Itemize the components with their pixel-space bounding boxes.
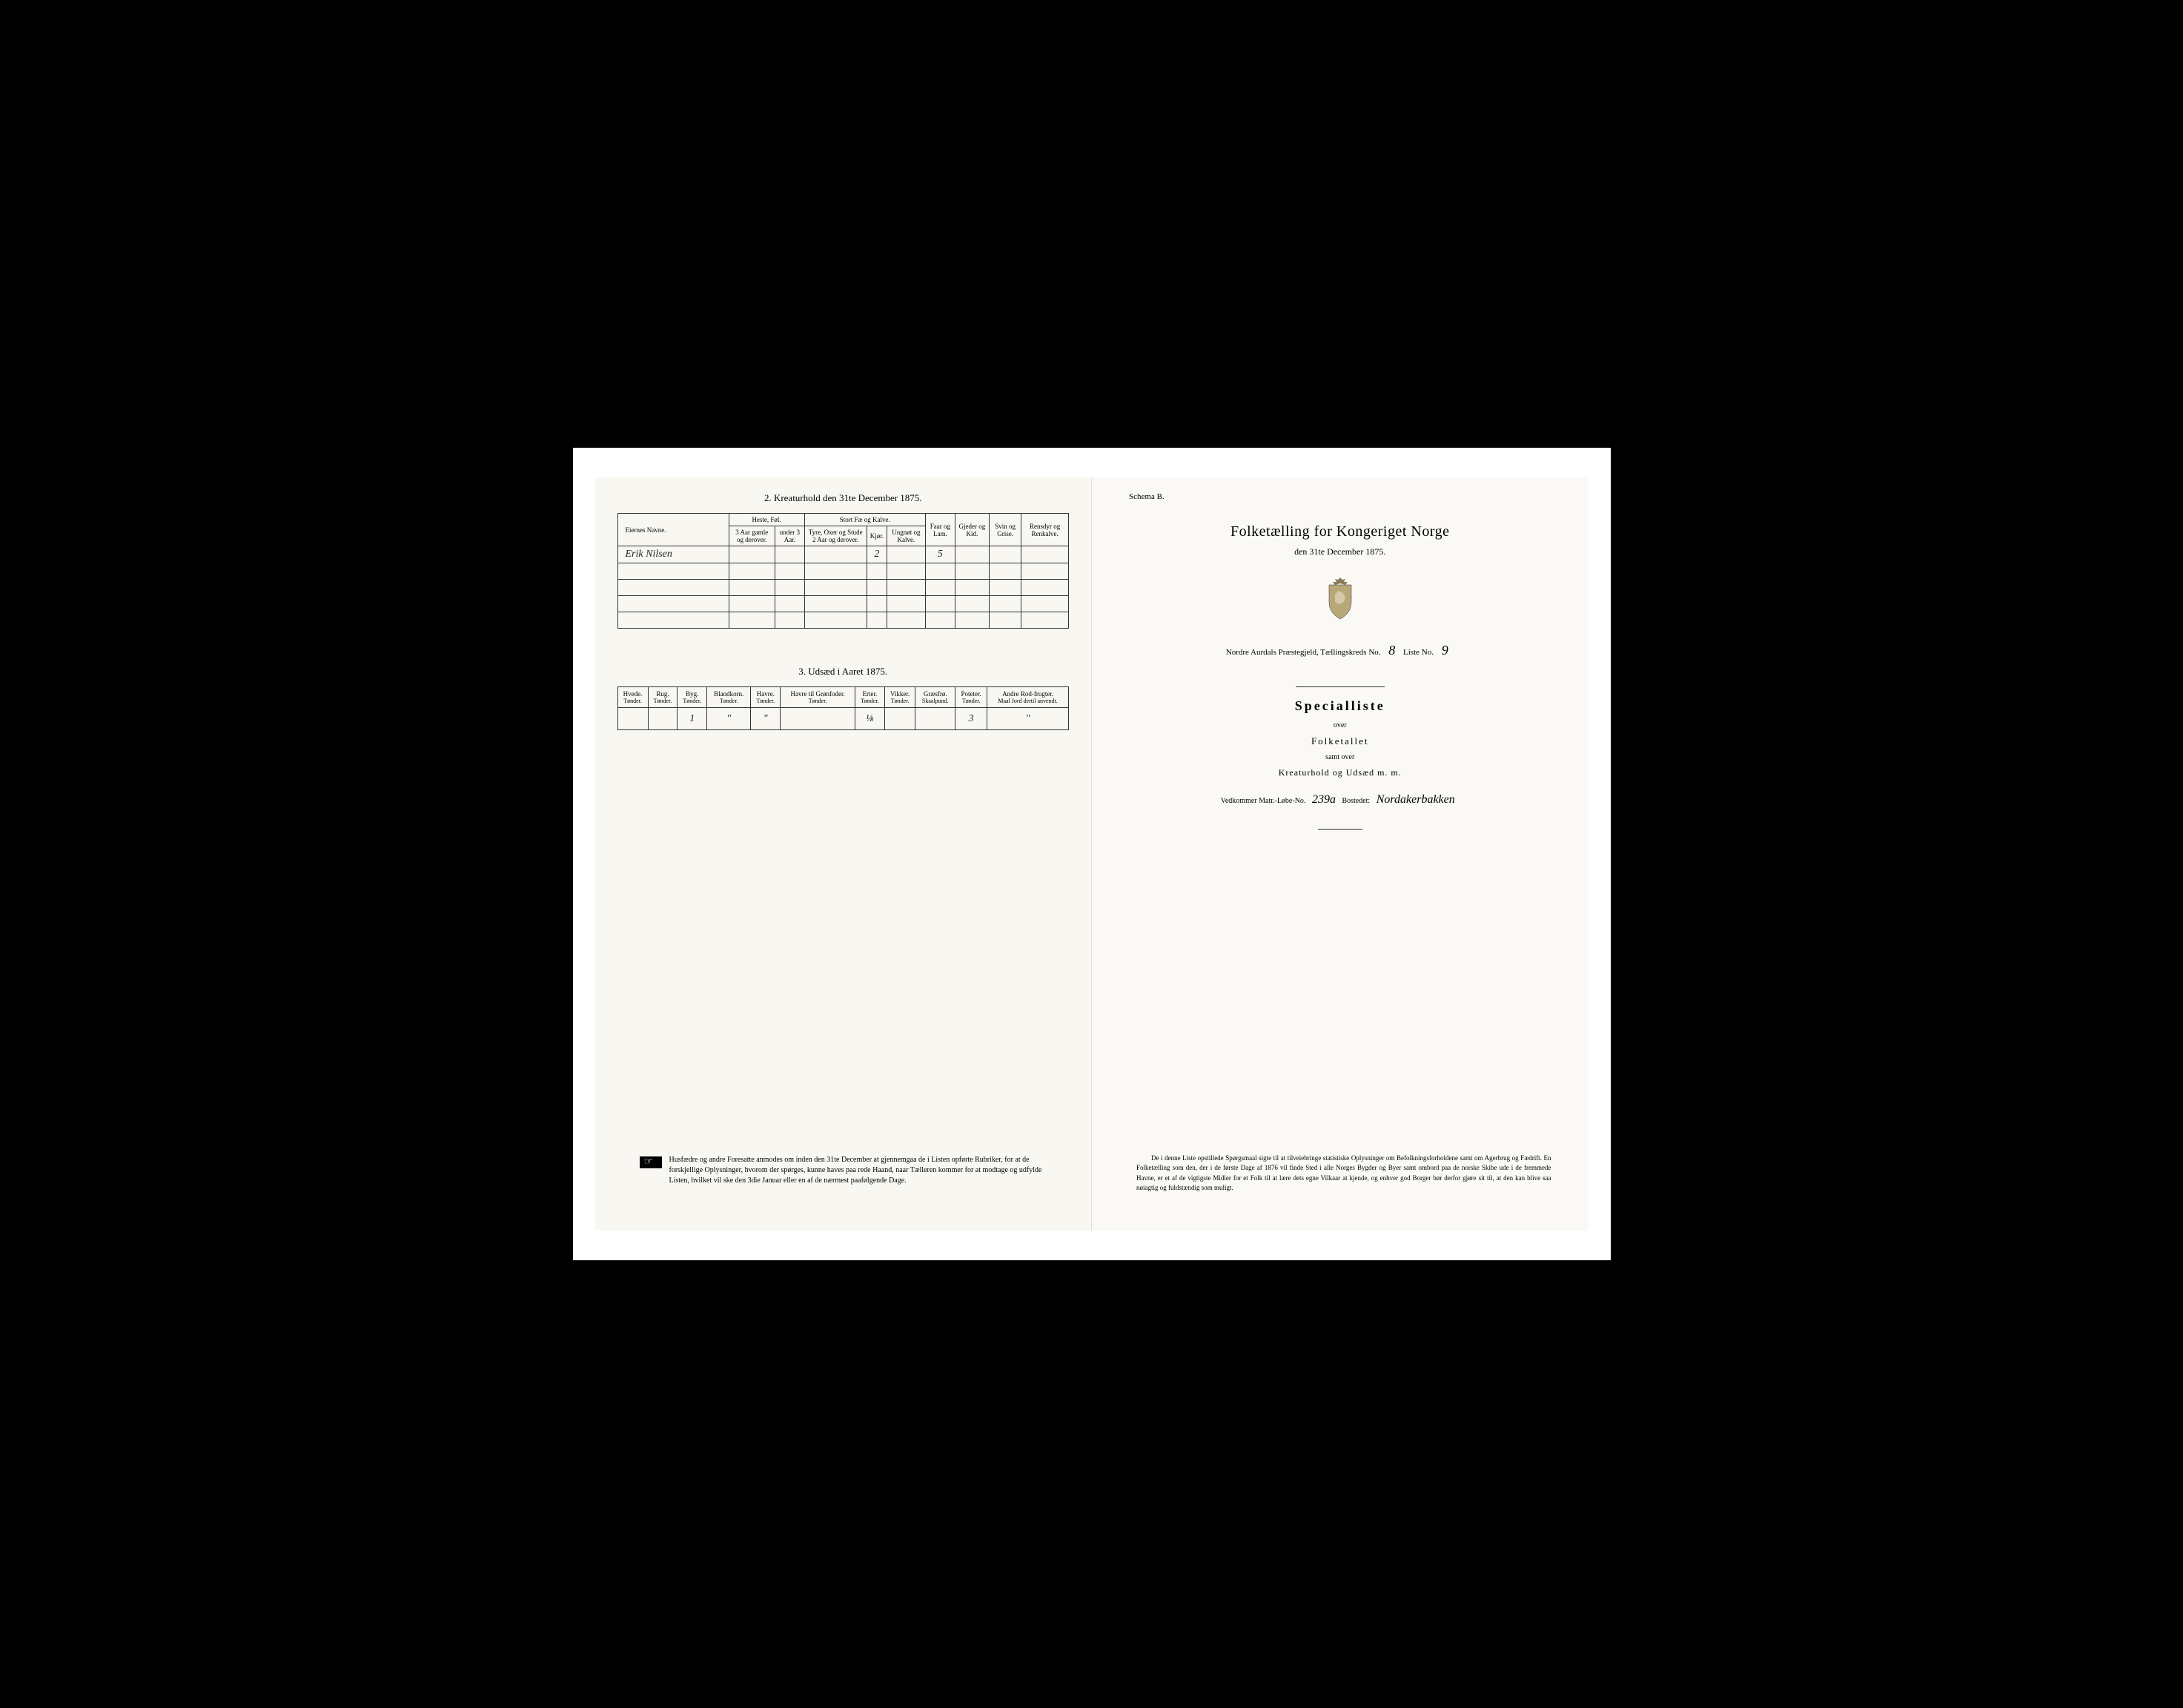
bostedet-label: Bostedet: xyxy=(1342,797,1370,805)
cell-kjor: 2 xyxy=(867,546,887,563)
cell xyxy=(955,546,989,563)
cell-name: Erik Nilsen xyxy=(617,546,729,563)
th-gjeder: Gjeder og Kid. xyxy=(955,514,989,546)
kreds-line: Nordre Aurdals Præstegjeld, Tællingskred… xyxy=(1114,643,1566,664)
th-rensdyr: Rensdyr og Renkalve. xyxy=(1021,514,1069,546)
th-andre: Andre Rod-frugter.Maal Jord dertil anven… xyxy=(987,687,1069,708)
th-svin: Svin og Grise. xyxy=(989,514,1021,546)
th-stort2: Kjør. xyxy=(867,526,887,546)
table-row: Erik Nilsen 2 5 xyxy=(617,546,1069,563)
th-heste1: 3 Aar gamle og derover. xyxy=(729,526,775,546)
cell-faar: 5 xyxy=(925,546,955,563)
footer-text: Husfædre og andre Foresatte anmodes om i… xyxy=(669,1155,1062,1186)
cell xyxy=(648,708,678,730)
main-title: Folketælling for Kongeriget Norge xyxy=(1114,523,1566,540)
matr-no: 239a xyxy=(1312,793,1336,806)
cell xyxy=(989,546,1021,563)
specialliste-title: Specialliste xyxy=(1114,698,1566,714)
th-byg: Byg.Tønder. xyxy=(678,687,707,708)
table-row xyxy=(617,596,1069,612)
folketallet-label: Folketallet xyxy=(1114,735,1566,747)
cell xyxy=(775,546,805,563)
samt-over-label: samt over xyxy=(1114,753,1566,761)
cell-erter: ⅛ xyxy=(855,708,884,730)
pointing-hand-icon xyxy=(640,1156,662,1168)
table-row xyxy=(617,563,1069,580)
divider xyxy=(1296,686,1385,687)
th-stort: Stort Fæ og Kalve. xyxy=(804,514,925,526)
th-poteter: Poteter.Tønder. xyxy=(955,687,987,708)
cell xyxy=(1021,546,1069,563)
cell-byg: 1 xyxy=(678,708,707,730)
cell xyxy=(617,708,648,730)
th-faar: Faar og Lam. xyxy=(925,514,955,546)
section3-title: 3. Udsæd i Aaret 1875. xyxy=(617,666,1070,678)
over-label: over xyxy=(1114,721,1566,729)
main-date: den 31te December 1875. xyxy=(1114,546,1566,557)
th-havregron: Havre til Grønfoder.Tønder. xyxy=(781,687,855,708)
footer-note: Husfædre og andre Foresatte anmodes om i… xyxy=(640,1155,1062,1186)
section2-title: 2. Kreaturhold den 31te December 1875. xyxy=(617,492,1070,504)
bottom-paragraph: De i denne Liste opstillede Spørgsmaal s… xyxy=(1136,1153,1551,1194)
vedkommer-label: Vedkommer Matr.-Løbe-No. xyxy=(1221,797,1306,805)
table-row: 1 " " ⅛ 3 " xyxy=(617,708,1069,730)
document-scan: 2. Kreaturhold den 31te December 1875. E… xyxy=(573,448,1611,1260)
table-row xyxy=(617,612,1069,629)
kreaturhold-label: Kreaturhold og Udsæd m. m. xyxy=(1114,767,1566,778)
cell-blandkorn: " xyxy=(707,708,751,730)
cell xyxy=(884,708,915,730)
cell-havre: " xyxy=(751,708,781,730)
kreds-prefix: Nordre Aurdals Præstegjeld, Tællingskred… xyxy=(1226,648,1381,657)
liste-label: Liste No. xyxy=(1403,648,1434,657)
cell xyxy=(915,708,955,730)
cell xyxy=(804,546,867,563)
th-vikker: Vikker.Tønder. xyxy=(884,687,915,708)
cell xyxy=(781,708,855,730)
th-stort1: Tyre, Oxer og Stude 2 Aar og derover. xyxy=(804,526,867,546)
th-heste2: under 3 Aar. xyxy=(775,526,805,546)
cell xyxy=(887,546,926,563)
th-stort3: Ungnøt og Kalve. xyxy=(887,526,926,546)
th-hvede: Hvede.Tønder. xyxy=(617,687,648,708)
th-erter: Erter.Tønder. xyxy=(855,687,884,708)
vedkommer-line: Vedkommer Matr.-Løbe-No. 239a Bostedet: … xyxy=(1114,793,1566,807)
right-page: Schema B. Folketælling for Kongeriget No… xyxy=(1092,477,1589,1230)
udsaed-table: Hvede.Tønder. Rug.Tønder. Byg.Tønder. Bl… xyxy=(617,686,1070,730)
th-heste: Heste, Føl. xyxy=(729,514,804,526)
cell-andre: " xyxy=(987,708,1069,730)
th-graesfro: Græsfrø.Skaalpund. xyxy=(915,687,955,708)
kreds-no: 8 xyxy=(1388,643,1395,658)
table-row xyxy=(617,580,1069,596)
cell xyxy=(729,546,775,563)
left-page: 2. Kreaturhold den 31te December 1875. E… xyxy=(595,477,1093,1230)
kreaturhold-table: Eiernes Navne. Heste, Føl. Stort Fæ og K… xyxy=(617,513,1070,629)
schema-label: Schema B. xyxy=(1129,492,1566,501)
th-havre: Havre.Tønder. xyxy=(751,687,781,708)
th-rug: Rug.Tønder. xyxy=(648,687,678,708)
liste-no: 9 xyxy=(1442,643,1448,658)
cell-poteter: 3 xyxy=(955,708,987,730)
th-blandkorn: Blandkorn.Tønder. xyxy=(707,687,751,708)
coat-of-arms-icon xyxy=(1114,576,1566,624)
divider xyxy=(1318,829,1362,830)
bostedet: Nordakerbakken xyxy=(1377,793,1455,806)
th-name: Eiernes Navne. xyxy=(617,514,729,546)
